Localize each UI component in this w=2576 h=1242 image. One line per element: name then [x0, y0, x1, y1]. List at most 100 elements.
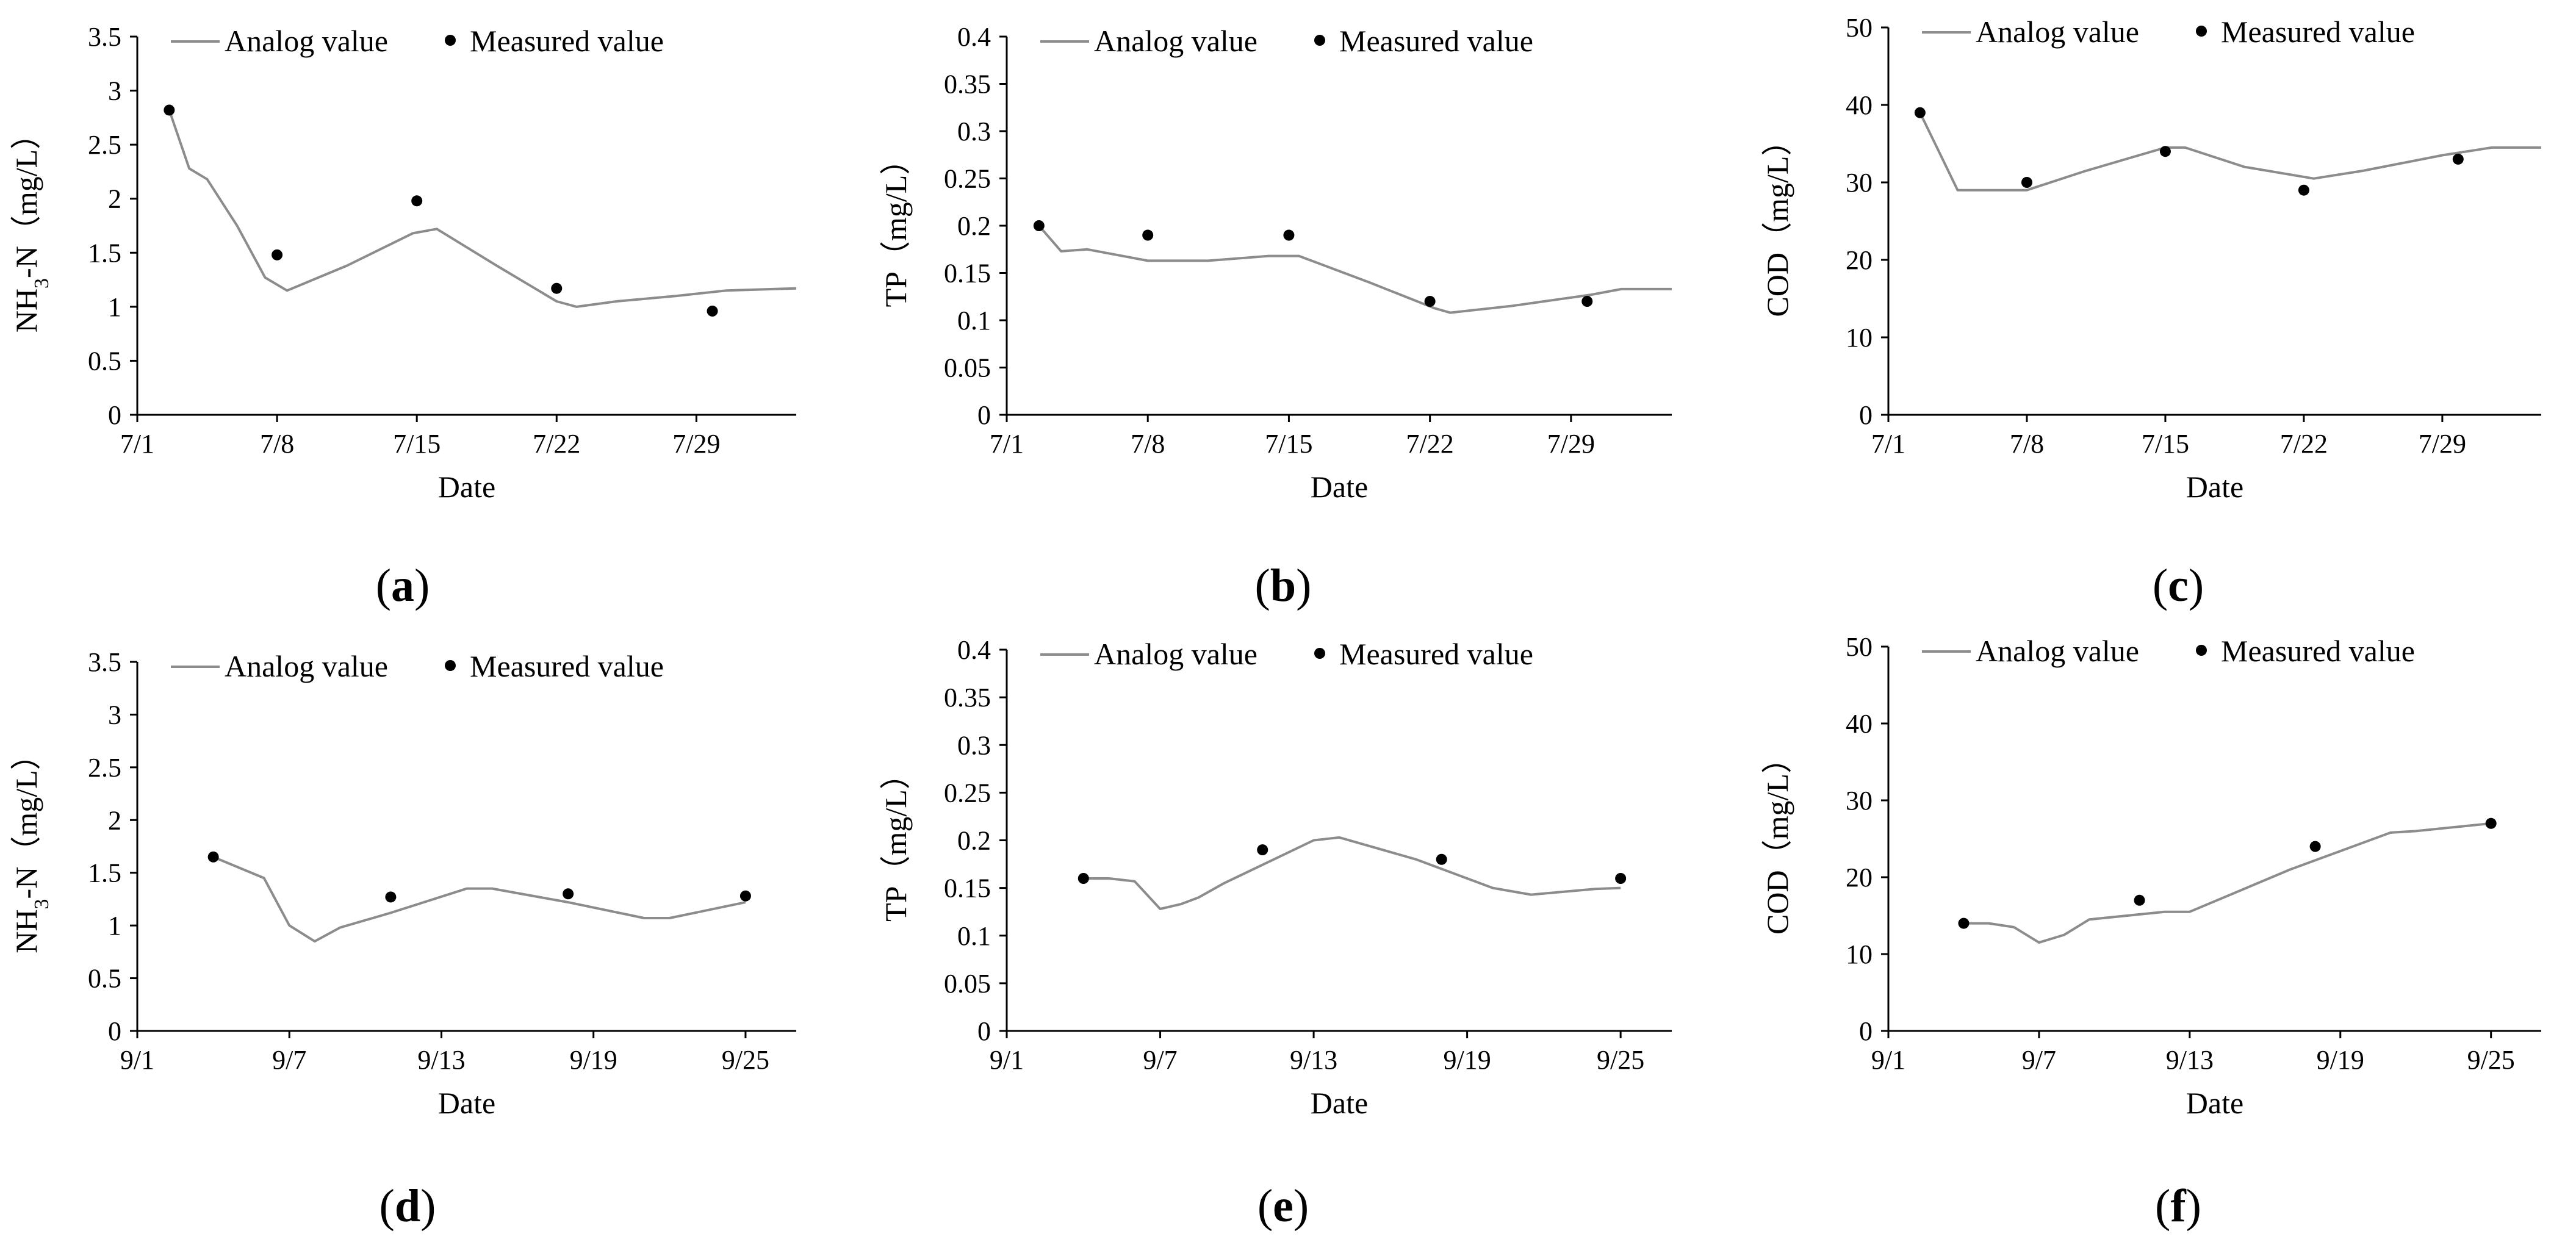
measured-value-point [1033, 220, 1045, 231]
y-tick-label: 0.15 [944, 259, 991, 289]
chart-panel-c: 0 10 20 30 40 50 7/1 7/8 7/15 7/22 7/29 Date COD（mg/… [1760, 13, 2541, 611]
legend-point-swatch [2196, 26, 2207, 37]
y-tick-label: 30 [1846, 786, 1873, 816]
x-axis-label: Date [1311, 1086, 1368, 1120]
x-tick-label: 7/29 [672, 429, 720, 459]
y-tick-label: 0.15 [944, 874, 991, 903]
measured-value-point [1581, 296, 1593, 307]
y-tick-label: 0.3 [957, 730, 991, 760]
panel-label-a: (a) [376, 560, 430, 611]
legend-analog-label: Analog value [1094, 24, 1257, 58]
y-axis-label: NH3-N（mg/L） [9, 739, 53, 953]
x-tick-label: 9/1 [120, 1045, 154, 1075]
legend-analog-label: Analog value [225, 649, 388, 683]
x-tick-label: 7/15 [393, 429, 441, 459]
x-tick-label: 9/1 [990, 1045, 1024, 1075]
measured-value-point [2485, 817, 2497, 829]
legend-measured-label: Measured value [470, 649, 664, 683]
measured-value-point [1914, 107, 1926, 118]
panel-label-d: (d) [380, 1180, 436, 1232]
x-tick-label: 9/25 [2467, 1045, 2515, 1075]
y-tick-label: 0.1 [957, 921, 991, 951]
legend-analog-label: Analog value [1094, 637, 1257, 671]
series-analog-value-line [212, 855, 746, 943]
measured-value-point [1078, 873, 1089, 884]
x-tick-label: 7/15 [2142, 429, 2189, 459]
measured-value-point [551, 282, 563, 294]
measured-value-point [411, 195, 423, 207]
legend-measured-label: Measured value [1339, 24, 1533, 58]
y-tick-label: 40 [1846, 709, 1873, 739]
chart-panel-d: 0 0.5 1 1.5 2 2.5 3 3.5 9/1 9/7 9/13 9/19 9/25 Date NH… [9, 647, 796, 1232]
y-tick-label: 0.2 [957, 826, 991, 856]
measured-value-point [2452, 153, 2464, 165]
x-tick-label: 7/22 [1406, 429, 1454, 459]
x-tick-label: 9/13 [1290, 1045, 1337, 1075]
x-tick-label: 7/8 [260, 429, 294, 459]
y-tick-label: 0.3 [957, 117, 991, 146]
x-axis-label: Date [2186, 1086, 2243, 1120]
legend-measured-label: Measured value [470, 24, 664, 58]
x-tick-label: 9/25 [1597, 1045, 1644, 1075]
x-tick-label: 9/7 [2022, 1045, 2056, 1075]
x-axis-label: Date [2186, 470, 2243, 504]
x-tick-label: 9/7 [1143, 1045, 1177, 1075]
y-tick-label: 1.5 [88, 238, 121, 268]
y-tick-label: 0 [1859, 1016, 1873, 1046]
y-tick-label: 40 [1846, 90, 1873, 120]
series-analog-value-line [1038, 224, 1672, 314]
series-analog-value-line [1963, 822, 2491, 944]
measured-value-point [1142, 229, 1154, 241]
y-tick-label: 1.5 [88, 858, 121, 888]
measured-value-point [563, 888, 574, 900]
x-tick-label: 7/29 [1547, 429, 1595, 459]
y-axis-label: TP（mg/L） [879, 145, 913, 307]
legend-analog-label: Analog value [225, 24, 388, 58]
measured-value-point [2021, 177, 2032, 188]
chart-panel-e: 0 0.05 0.1 0.15 0.2 0.25 0.3 0.35 0.4 9/1 9/7 9/13 9… [879, 635, 1672, 1232]
y-tick-label: 1 [108, 292, 121, 322]
x-tick-label: 9/19 [570, 1045, 617, 1075]
y-tick-label: 0.4 [957, 22, 991, 52]
x-tick-label: 7/8 [2010, 429, 2044, 459]
x-tick-label: 7/1 [990, 429, 1024, 459]
y-tick-label: 10 [1846, 323, 1873, 353]
measured-value-point [2159, 146, 2171, 157]
y-tick-label: 30 [1846, 168, 1873, 198]
chart-panel-b: 0 0.05 0.1 0.15 0.2 0.25 0.3 0.35 0.4 7/1 7/8 7/15 7… [879, 22, 1672, 611]
series-analog-value-line [1083, 836, 1621, 910]
y-tick-label: 50 [1846, 13, 1873, 43]
x-tick-label: 7/22 [2280, 429, 2328, 459]
measured-value-point [707, 305, 718, 317]
chart-panel-a: 0 0.5 1 1.5 2 2.5 3 3.5 7/1 7/8 7/15 7/22 7/29 Date NH… [9, 22, 797, 611]
y-tick-label: 2 [108, 184, 121, 214]
y-tick-label: 20 [1846, 245, 1873, 275]
measured-value-point [1958, 917, 1970, 929]
x-axis-label: Date [438, 470, 495, 504]
measured-value-point [1424, 296, 1436, 307]
legend-measured-label: Measured value [2221, 634, 2415, 668]
y-tick-label: 1 [108, 911, 121, 941]
y-tick-label: 0.2 [957, 211, 991, 241]
y-tick-label: 0.25 [944, 778, 991, 808]
y-tick-label: 0 [1859, 400, 1873, 430]
panel-label-b: (b) [1255, 560, 1312, 611]
y-axis-label: NH3-N（mg/L） [9, 119, 53, 332]
measured-value-point [207, 851, 219, 863]
y-tick-label: 3.5 [88, 647, 121, 677]
panel-label-e: (e) [1257, 1180, 1309, 1232]
y-tick-label: 10 [1846, 939, 1873, 969]
legend-point-swatch [445, 35, 456, 46]
series-analog-value-line [168, 109, 797, 308]
y-tick-label: 50 [1846, 632, 1873, 662]
x-tick-label: 7/22 [533, 429, 580, 459]
x-tick-label: 9/19 [1443, 1045, 1491, 1075]
legend-point-swatch [445, 660, 456, 671]
x-tick-label: 9/13 [2166, 1045, 2214, 1075]
y-tick-label: 0.05 [944, 969, 991, 999]
series-analog-value-line [1919, 112, 2541, 192]
legend-measured-label: Measured value [2221, 15, 2415, 49]
measured-value-point [1283, 229, 1295, 241]
y-tick-label: 3 [108, 76, 121, 106]
legend-analog-label: Analog value [1976, 634, 2139, 668]
